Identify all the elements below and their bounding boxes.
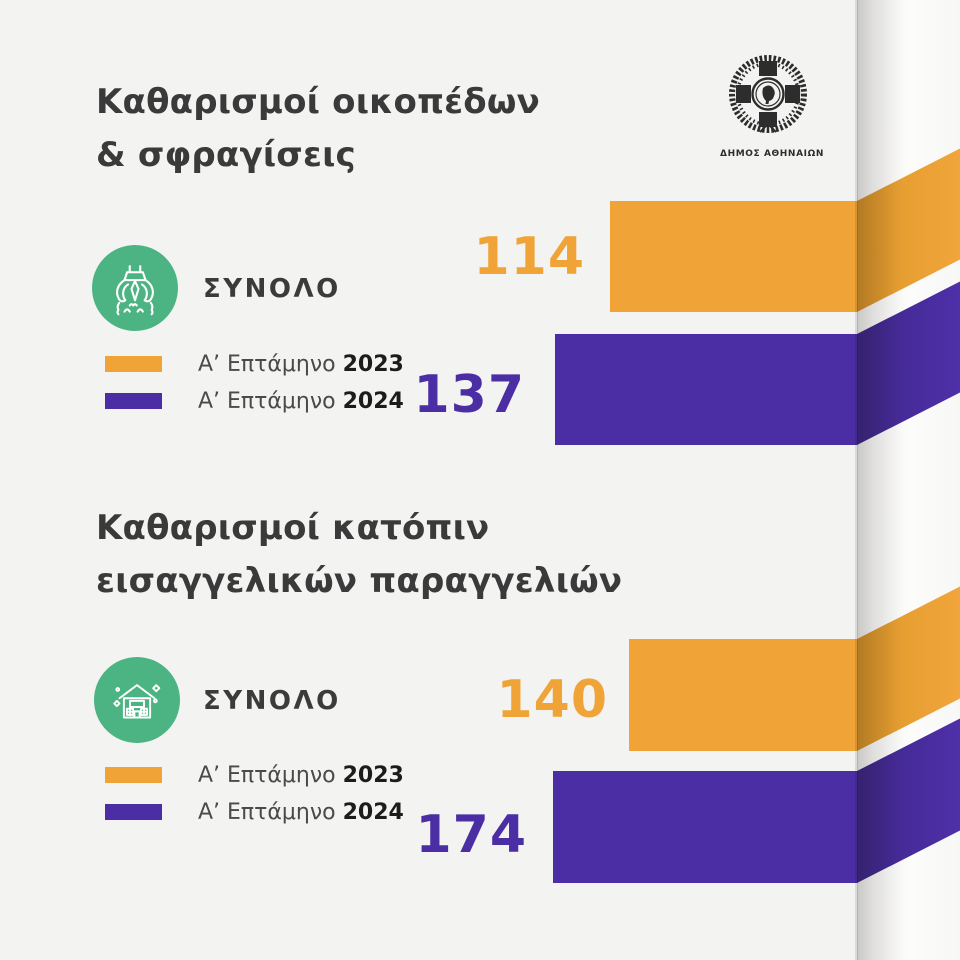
legend-item-2023: Α’ Επτάμηνο 2023 bbox=[105, 351, 404, 377]
section2-total-label: ΣΥΝΟΛΟ bbox=[203, 686, 341, 716]
section1-total-label: ΣΥΝΟΛΟ bbox=[203, 274, 341, 304]
section1-title-line1: Καθαρισμοί οικοπέδων bbox=[96, 82, 540, 122]
section1-title-line2: & σφραγίσεις bbox=[96, 135, 356, 175]
legend-item-2023: Α’ Επτάμηνο 2023 bbox=[105, 762, 404, 788]
legend-year-2024: 2024 bbox=[342, 388, 404, 414]
section1-bar-2023 bbox=[610, 201, 857, 312]
section2-value-2024: 174 bbox=[415, 805, 527, 865]
legend-label-2024: Α’ Επτάμηνο bbox=[198, 799, 336, 825]
legend-swatch-2024 bbox=[105, 804, 162, 820]
fold-shadow bbox=[857, 0, 903, 960]
legend-label-2024: Α’ Επτάμηνο bbox=[198, 388, 336, 414]
section1-legend: Α’ Επτάμηνο 2023 Α’ Επτάμηνο 2024 bbox=[105, 351, 404, 425]
legend-swatch-2024 bbox=[105, 393, 162, 409]
section1-value-2023: 114 bbox=[473, 227, 585, 287]
legend-label-2023: Α’ Επτάμηνο bbox=[198, 762, 336, 788]
section2-title: Καθαρισμοί κατόπιν εισαγγελικών παραγγελ… bbox=[96, 502, 622, 608]
section1-title: Καθαρισμοί οικοπέδων & σφραγίσεις bbox=[96, 76, 540, 182]
legend-item-2024: Α’ Επτάμηνο 2024 bbox=[105, 388, 404, 414]
logo-caption: ΔΗΜΟΣ ΑΘΗΝΑΙΩΝ bbox=[720, 149, 824, 159]
section2-bar-2024 bbox=[553, 771, 857, 883]
section1-value-2024: 137 bbox=[413, 365, 525, 425]
section1-icon-circle bbox=[92, 245, 178, 331]
section2-icon-circle bbox=[94, 657, 180, 743]
section2-bar-2023 bbox=[629, 639, 857, 751]
clean-house-icon bbox=[113, 684, 161, 719]
legend-year-2024: 2024 bbox=[342, 799, 404, 825]
grapple-claw-icon bbox=[116, 265, 154, 316]
legend-swatch-2023 bbox=[105, 767, 162, 783]
athens-coat-of-arms-icon bbox=[729, 55, 807, 133]
legend-swatch-2023 bbox=[105, 356, 162, 372]
legend-year-2023: 2023 bbox=[342, 762, 404, 788]
athens-municipality-logo: ΔΗΜΟΣ ΑΘΗΝΑΙΩΝ bbox=[720, 50, 824, 159]
legend-year-2023: 2023 bbox=[342, 351, 404, 377]
section2-title-line1: Καθαρισμοί κατόπιν bbox=[96, 508, 490, 548]
section2-title-line2: εισαγγελικών παραγγελιών bbox=[96, 561, 623, 601]
section2-value-2023: 140 bbox=[496, 670, 608, 730]
section1-bar-2024 bbox=[555, 334, 857, 445]
section2-legend: Α’ Επτάμηνο 2023 Α’ Επτάμηνο 2024 bbox=[105, 762, 404, 836]
fold-edge-line bbox=[855, 0, 858, 960]
legend-item-2024: Α’ Επτάμηνο 2024 bbox=[105, 799, 404, 825]
legend-label-2023: Α’ Επτάμηνο bbox=[198, 351, 336, 377]
